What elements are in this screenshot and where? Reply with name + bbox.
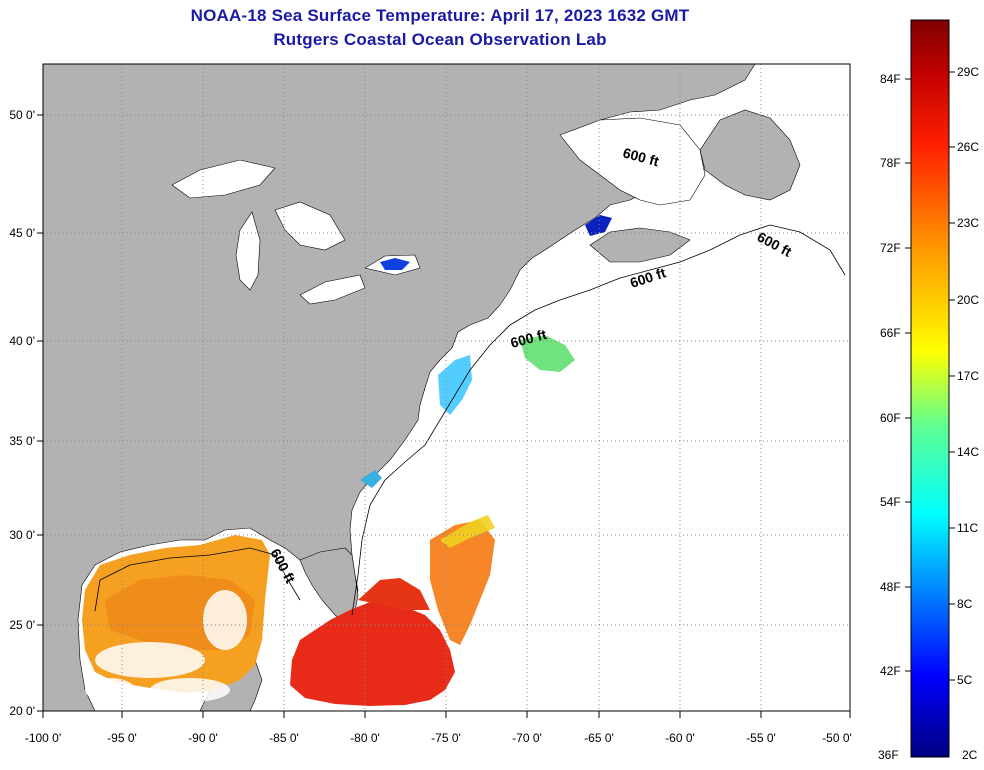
colorbar-f-72: 72F xyxy=(880,241,901,255)
lon-label-90: -90 0' xyxy=(188,731,218,745)
colorbar-c-5: 5C xyxy=(957,673,973,687)
colorbar xyxy=(910,19,950,758)
sst-hatteras-green xyxy=(520,335,575,372)
gulf-cloud-cover xyxy=(85,590,247,702)
colorbar-c-11: 11C xyxy=(957,521,979,535)
lat-label-35: 35 0' xyxy=(9,434,35,448)
colorbar-f-54: 54F xyxy=(880,495,901,509)
colorbar-f-60: 60F xyxy=(880,411,901,425)
colorbar-ticks xyxy=(905,71,955,681)
colorbar-f-48: 48F xyxy=(880,580,901,594)
land-nova-scotia xyxy=(589,227,691,263)
lat-label-50: 50 0' xyxy=(9,108,35,122)
lon-label-80: -80 0' xyxy=(350,731,380,745)
colorbar-c-29: 29C xyxy=(957,65,980,79)
lon-label-50: -50 0' xyxy=(822,731,852,745)
sst-atlantic-south xyxy=(430,520,495,645)
lat-label-20: 20 0' xyxy=(9,704,35,718)
gulf-st-lawrence xyxy=(559,117,706,206)
lon-label-60: -60 0' xyxy=(665,731,695,745)
lon-label-85: -85 0' xyxy=(269,731,299,745)
colorbar-f-66: 66F xyxy=(880,326,901,340)
colorbar-f-78: 78F xyxy=(880,156,901,170)
colorbar-c-23: 23C xyxy=(957,216,980,230)
colorbar-c-20: 20C xyxy=(957,293,980,307)
land-newfoundland xyxy=(699,109,801,201)
sst-atlantic-yellow xyxy=(440,515,495,548)
title-line-2: Rutgers Coastal Ocean Observation Lab xyxy=(273,30,607,49)
colorbar-c-26: 26C xyxy=(957,140,980,154)
contour-600ft xyxy=(94,224,846,616)
graticule xyxy=(43,64,850,711)
colorbar-c-17: 17C xyxy=(957,369,980,383)
lat-label-40: 40 0' xyxy=(9,334,35,348)
colorbar-c-8: 8C xyxy=(957,597,973,611)
lat-label-45: 45 0' xyxy=(9,226,35,240)
lon-label-65: -65 0' xyxy=(584,731,614,745)
sst-lake-ontario-cold xyxy=(380,258,410,270)
colorbar-f-42: 42F xyxy=(880,664,901,678)
sst-florida-strait xyxy=(358,578,430,610)
sst-gulf-maine-cold xyxy=(585,215,612,236)
lon-label-70: -70 0' xyxy=(512,731,542,745)
lon-label-100: -100 0' xyxy=(24,731,62,745)
colorbar-f-84: 84F xyxy=(880,72,901,86)
colorbar-c-14: 14C xyxy=(957,445,980,459)
axis-ticks xyxy=(37,114,851,718)
lat-label-25: 25 0' xyxy=(9,618,35,632)
sst-nc-coast xyxy=(360,470,382,488)
lon-label-75: -75 0' xyxy=(431,731,461,745)
great-lakes xyxy=(171,159,421,305)
title-line-1: NOAA-18 Sea Surface Temperature: April 1… xyxy=(190,6,690,25)
lon-label-95: -95 0' xyxy=(107,731,137,745)
lat-label-30: 30 0' xyxy=(9,528,35,542)
sst-caribbean xyxy=(290,600,455,706)
colorbar-f-36: 36F xyxy=(878,748,899,762)
colorbar-c-2: 2C xyxy=(962,748,978,762)
lon-label-55: -55 0' xyxy=(746,731,776,745)
